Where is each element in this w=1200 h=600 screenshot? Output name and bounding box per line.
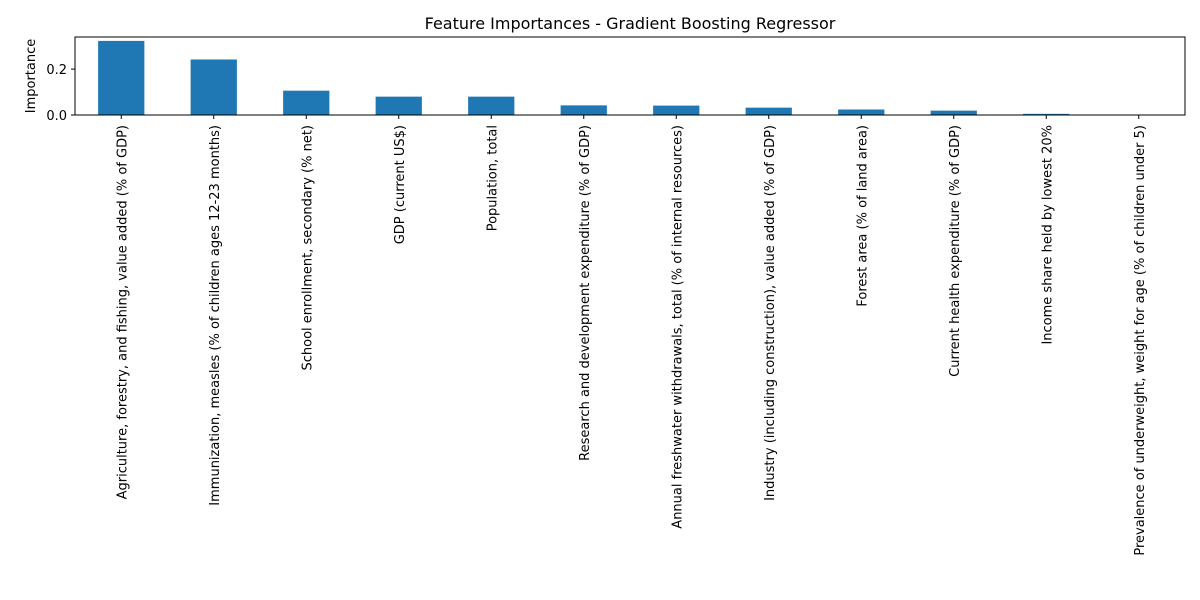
bar [838, 109, 885, 115]
x-tick-label: Annual freshwater withdrawals, total (% … [670, 125, 685, 529]
x-axis-ticks: Agriculture, forestry, and fishing, valu… [115, 115, 1148, 556]
bar [745, 107, 792, 115]
y-axis-label: Importance [24, 39, 39, 114]
bar [98, 40, 145, 115]
x-tick-label: Income share held by lowest 20% [1040, 125, 1055, 345]
x-tick-label: Immunization, measles (% of children age… [208, 125, 223, 506]
x-tick-label: Agriculture, forestry, and fishing, valu… [115, 125, 130, 499]
bar [560, 105, 607, 115]
x-tick-label: School enrollment, secondary (% net) [300, 125, 315, 371]
x-tick-label: Current health expenditure (% of GDP) [948, 125, 963, 377]
plot-area-frame [74, 36, 1186, 116]
bar [1023, 113, 1070, 115]
bar [930, 110, 977, 115]
bar [468, 96, 515, 115]
chart-title: Feature Importances - Gradient Boosting … [425, 14, 836, 33]
bar [190, 59, 237, 115]
bars-group [98, 40, 1162, 115]
x-tick-label: Population, total [485, 125, 500, 231]
x-tick-label: GDP (current US$) [393, 125, 408, 244]
y-tick-label: 0.0 [46, 109, 67, 124]
bar [375, 96, 422, 115]
x-tick-label: Prevalence of underweight, weight for ag… [1133, 125, 1148, 556]
x-tick-label: Forest area (% of land area) [855, 125, 870, 307]
x-tick-label: Research and development expenditure (% … [578, 125, 593, 461]
bar [653, 105, 700, 115]
bar [283, 90, 330, 115]
y-axis-ticks: 0.0 0.2 [46, 63, 75, 124]
x-tick-label: Industry (including construction), value… [763, 125, 778, 501]
y-tick-label: 0.2 [46, 63, 67, 78]
